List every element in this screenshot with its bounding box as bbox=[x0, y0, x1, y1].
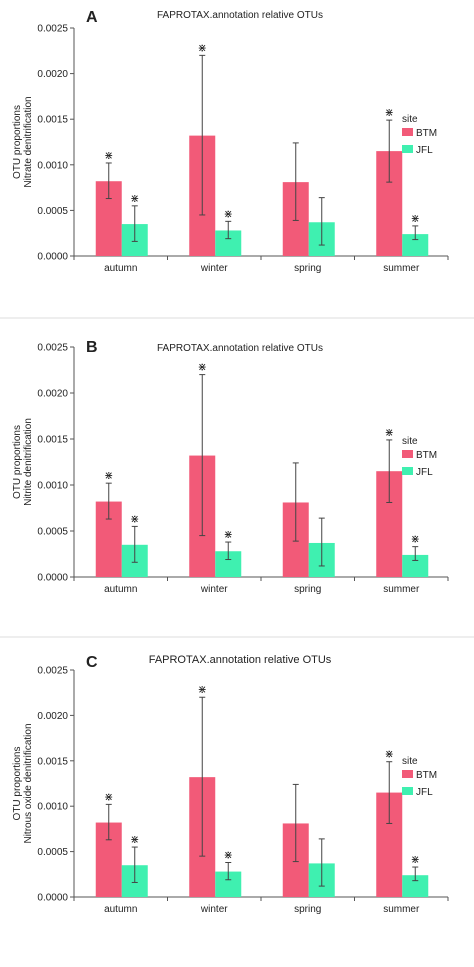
legend-title: site bbox=[402, 114, 418, 125]
x-tick-label: winter bbox=[200, 584, 228, 595]
legend-label-btm: BTM bbox=[416, 450, 437, 461]
significance-mark: ⋇ bbox=[198, 42, 207, 54]
legend-swatch-btm bbox=[402, 770, 413, 778]
legend-title: site bbox=[402, 756, 418, 767]
significance-mark: ⋇ bbox=[104, 791, 113, 803]
x-tick-label: spring bbox=[294, 904, 321, 915]
y-tick-label: 0.0020 bbox=[37, 69, 68, 80]
x-tick-label: winter bbox=[200, 904, 228, 915]
x-tick-label: autumn bbox=[104, 904, 137, 915]
significance-mark: ⋇ bbox=[130, 193, 139, 205]
legend-label-btm: BTM bbox=[416, 770, 437, 781]
legend-title: site bbox=[402, 436, 418, 447]
significance-mark: ⋇ bbox=[224, 529, 233, 541]
panel-label: A bbox=[86, 9, 98, 26]
bar-jfl-summer bbox=[402, 875, 429, 897]
significance-mark: ⋇ bbox=[385, 107, 394, 119]
y-tick-label: 0.0005 bbox=[37, 206, 68, 217]
chart-title: FAPROTAX.annotation relative OTUs bbox=[157, 343, 323, 354]
significance-mark: ⋇ bbox=[411, 854, 420, 866]
chart-title: FAPROTAX.annotation relative OTUs bbox=[157, 10, 323, 21]
x-tick-label: spring bbox=[294, 584, 321, 595]
significance-mark: ⋇ bbox=[198, 684, 207, 696]
y-axis-label: Nitrite denitrification bbox=[23, 418, 34, 506]
x-tick-label: winter bbox=[200, 263, 228, 274]
y-tick-label: 0.0005 bbox=[37, 527, 68, 538]
legend-swatch-jfl bbox=[402, 467, 413, 475]
x-tick-label: summer bbox=[383, 584, 420, 595]
y-tick-label: 0.0000 bbox=[37, 893, 68, 904]
y-axis-label: OTU proportions bbox=[12, 105, 23, 179]
y-tick-label: 0.0015 bbox=[37, 115, 68, 126]
y-tick-label: 0.0000 bbox=[37, 252, 68, 263]
y-tick-label: 0.0010 bbox=[37, 481, 68, 492]
significance-mark: ⋇ bbox=[198, 362, 207, 374]
significance-mark: ⋇ bbox=[385, 427, 394, 439]
x-tick-label: autumn bbox=[104, 584, 137, 595]
legend-swatch-btm bbox=[402, 128, 413, 136]
significance-mark: ⋇ bbox=[130, 834, 139, 846]
chart-title: FAPROTAX.annotation relative OTUs bbox=[149, 654, 332, 666]
legend-swatch-jfl bbox=[402, 787, 413, 795]
y-tick-label: 0.0015 bbox=[37, 435, 68, 446]
y-tick-label: 0.0020 bbox=[37, 389, 68, 400]
x-tick-label: spring bbox=[294, 263, 321, 274]
legend-swatch-jfl bbox=[402, 145, 413, 153]
significance-mark: ⋇ bbox=[104, 150, 113, 162]
y-axis-label: OTU proportions bbox=[12, 747, 23, 821]
y-tick-label: 0.0015 bbox=[37, 756, 68, 767]
significance-mark: ⋇ bbox=[224, 208, 233, 220]
y-axis-label: Nitrate denitrification bbox=[23, 96, 34, 187]
significance-mark: ⋇ bbox=[130, 513, 139, 525]
y-axis-label: Nitrous oxide denitrification bbox=[23, 723, 34, 843]
panel-label: C bbox=[86, 654, 98, 671]
legend-label-jfl: JFL bbox=[416, 787, 433, 798]
panel-b: B FAPROTAX.annotation relative OTUs 0.0000… bbox=[12, 339, 449, 595]
y-tick-label: 0.0010 bbox=[37, 802, 68, 813]
y-tick-label: 0.0025 bbox=[37, 666, 68, 677]
x-tick-label: autumn bbox=[104, 263, 137, 274]
y-tick-label: 0.0000 bbox=[37, 573, 68, 584]
significance-mark: ⋇ bbox=[411, 213, 420, 225]
panel-label: B bbox=[86, 339, 98, 356]
legend-label-btm: BTM bbox=[416, 128, 437, 139]
y-tick-label: 0.0025 bbox=[37, 24, 68, 35]
panel-a: A FAPROTAX.annotation relative OTUs 0.0000… bbox=[12, 9, 449, 274]
legend-label-jfl: JFL bbox=[416, 467, 433, 478]
panel-c: C FAPROTAX.annotation relative OTUs 0.0000… bbox=[12, 654, 449, 915]
x-tick-label: summer bbox=[383, 904, 420, 915]
significance-mark: ⋇ bbox=[104, 470, 113, 482]
x-tick-label: summer bbox=[383, 263, 420, 274]
legend-swatch-btm bbox=[402, 450, 413, 458]
y-tick-label: 0.0020 bbox=[37, 711, 68, 722]
y-tick-label: 0.0025 bbox=[37, 343, 68, 354]
bar-jfl-summer bbox=[402, 234, 429, 256]
significance-mark: ⋇ bbox=[385, 749, 394, 761]
y-axis-label: OTU proportions bbox=[12, 425, 23, 499]
y-tick-label: 0.0005 bbox=[37, 847, 68, 858]
significance-mark: ⋇ bbox=[411, 534, 420, 546]
y-tick-label: 0.0010 bbox=[37, 160, 68, 171]
legend-label-jfl: JFL bbox=[416, 145, 433, 156]
bar-jfl-summer bbox=[402, 554, 429, 577]
significance-mark: ⋇ bbox=[224, 849, 233, 861]
